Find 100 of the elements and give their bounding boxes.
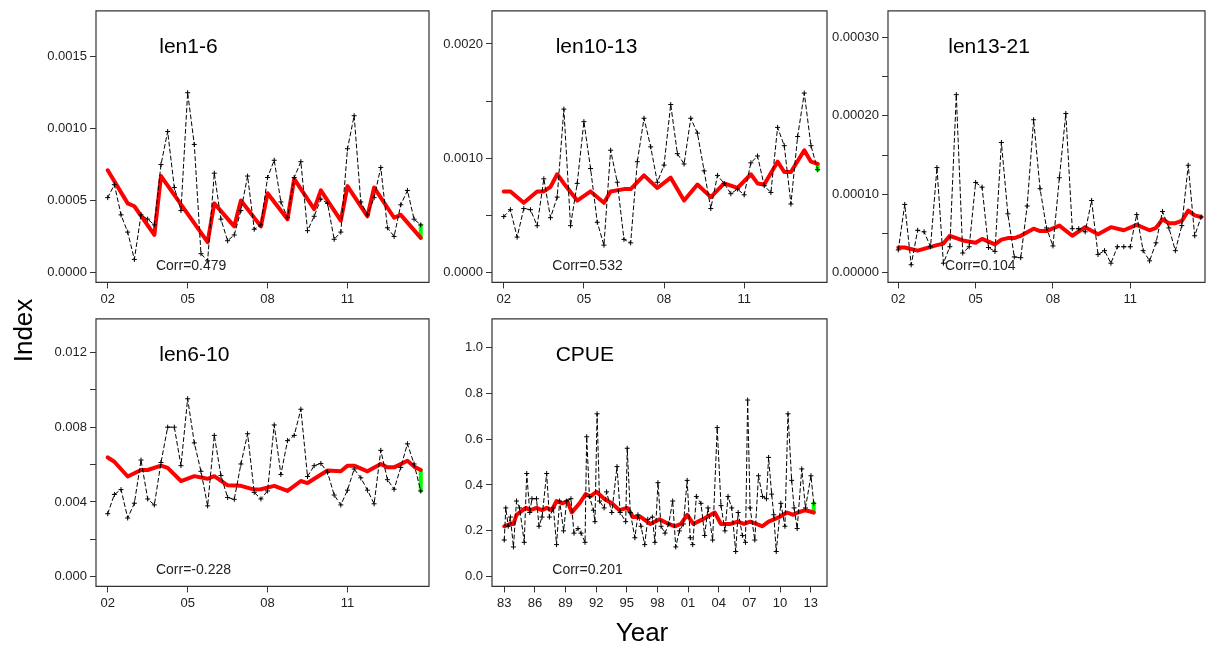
point (251, 489, 258, 496)
point (171, 424, 178, 431)
point (284, 437, 291, 444)
point (344, 145, 351, 152)
point (111, 181, 118, 188)
point (138, 211, 145, 218)
point (574, 180, 581, 187)
point (1088, 197, 1095, 204)
y-tick-label: 0.0000 (443, 264, 483, 280)
point (500, 213, 507, 220)
point (747, 159, 754, 166)
point (694, 130, 701, 137)
point (158, 459, 164, 466)
text: len10-13 (555, 33, 638, 57)
point (1056, 174, 1063, 181)
point (277, 198, 284, 205)
x-tick-label: 10 (772, 594, 788, 610)
x-tick-label: 01 (680, 594, 696, 610)
point (297, 158, 304, 165)
point (151, 501, 158, 508)
point (417, 221, 424, 228)
point (204, 502, 211, 509)
point (197, 468, 204, 475)
point (620, 236, 627, 243)
point (647, 143, 654, 150)
point (118, 486, 125, 493)
point (966, 243, 973, 250)
point (1165, 224, 1172, 231)
point (1191, 232, 1198, 239)
point (727, 190, 734, 197)
point (1082, 228, 1089, 235)
point (534, 222, 541, 229)
y-tick-label: 0.4 (464, 476, 483, 492)
point (654, 179, 661, 186)
point (1120, 243, 1127, 250)
point (164, 424, 171, 431)
point (1107, 260, 1114, 267)
annotation: Corr=0.201 (552, 561, 623, 578)
point (594, 219, 601, 226)
point (1172, 247, 1179, 254)
point (560, 106, 567, 113)
point (277, 471, 284, 478)
y-tick-label: 0.00010 (832, 185, 879, 201)
point (998, 139, 1005, 146)
point (411, 216, 418, 223)
point (807, 142, 814, 149)
point (507, 206, 514, 213)
point (767, 189, 774, 196)
point (527, 206, 534, 213)
point (291, 174, 298, 181)
point (118, 211, 125, 218)
point (540, 175, 547, 182)
point (104, 510, 111, 517)
point (1037, 185, 1044, 192)
point (787, 200, 794, 207)
point (297, 406, 304, 413)
point (979, 184, 986, 191)
point (371, 500, 378, 507)
point (124, 229, 131, 236)
point (614, 179, 621, 186)
point (908, 261, 915, 268)
point (124, 515, 131, 522)
x-tick-label: 08 (1045, 290, 1061, 306)
point (197, 250, 204, 257)
point (397, 201, 404, 208)
point (291, 432, 298, 439)
point (959, 250, 966, 257)
point (953, 91, 960, 98)
y-tick-label: 0.0010 (47, 120, 87, 136)
text: CPUE (555, 341, 615, 365)
point (271, 421, 278, 428)
point (914, 227, 921, 234)
point (251, 226, 258, 233)
point (384, 476, 391, 483)
point (331, 492, 338, 499)
point (138, 457, 145, 464)
point (184, 89, 191, 96)
point (331, 236, 338, 243)
y-tick-label: 0.000 (54, 568, 87, 584)
point (311, 462, 318, 469)
x-tick-label: 02 (100, 290, 115, 306)
x-tick-label: 02 (100, 594, 115, 610)
point (151, 221, 158, 228)
point (734, 186, 741, 193)
point (600, 242, 607, 249)
point (217, 216, 224, 223)
point (131, 500, 138, 507)
x-tick-label: 11 (1123, 290, 1138, 306)
point (627, 239, 634, 246)
point (991, 248, 998, 255)
x-tick-label: 08 (260, 594, 275, 610)
point (741, 191, 748, 198)
point (391, 233, 398, 240)
y-tick-label: 0.008 (54, 418, 87, 434)
point (1017, 254, 1024, 261)
point (371, 194, 378, 201)
point (171, 184, 178, 191)
point (191, 141, 198, 148)
point (357, 474, 364, 481)
x-tick-label: 08 (260, 290, 275, 306)
